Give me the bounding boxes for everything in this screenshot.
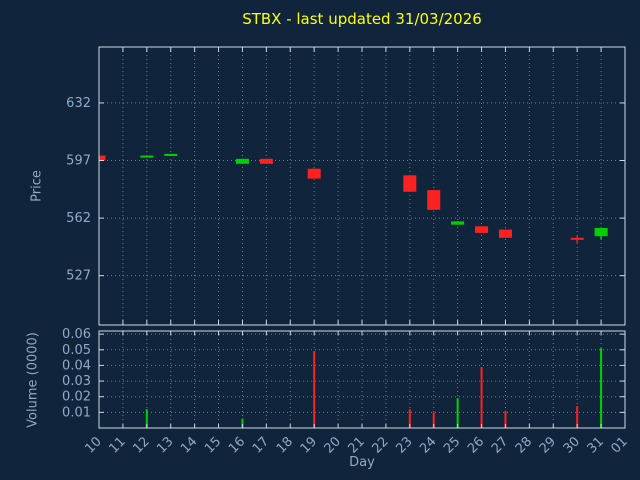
- x-tick-label: 16: [226, 434, 248, 456]
- panel-frames: [98, 46, 626, 429]
- volume-bar: [313, 351, 316, 428]
- x-tick-label: 30: [561, 434, 583, 456]
- price-tick-label: 527: [66, 269, 91, 284]
- candle: [235, 158, 249, 164]
- x-tick-label: 14: [178, 434, 200, 456]
- candle: [451, 221, 465, 225]
- volume-tick-labels: 0.010.020.030.040.050.06: [62, 327, 91, 420]
- volume-tick-label: 0.04: [62, 358, 91, 373]
- candle: [259, 158, 273, 164]
- volume-bar: [408, 409, 411, 428]
- candle-body: [140, 155, 154, 158]
- x-tick-label: 24: [417, 434, 439, 456]
- volume-tick-label: 0.03: [62, 374, 91, 389]
- candle: [475, 226, 489, 233]
- x-tick-label: 20: [322, 434, 344, 456]
- price-tick-label: 562: [66, 211, 91, 226]
- candle: [403, 175, 417, 192]
- x-tick-label: 10: [83, 434, 105, 456]
- candle-body: [259, 158, 273, 164]
- candle: [140, 155, 154, 158]
- candle-body: [498, 229, 512, 238]
- volume-bar: [600, 348, 603, 428]
- x-tick-label: 13: [154, 434, 176, 456]
- volume-bar: [241, 418, 244, 428]
- candle-body: [570, 237, 584, 240]
- volume-tick-label: 0.06: [62, 327, 91, 342]
- candle-body: [307, 168, 321, 179]
- volume-tick-label: 0.01: [62, 405, 91, 420]
- x-tick-label: 11: [106, 434, 128, 456]
- x-tick-label: 12: [130, 434, 152, 456]
- candle: [164, 153, 178, 156]
- x-tick-label: 26: [465, 434, 487, 456]
- volume-bar: [576, 406, 579, 428]
- x-tick-label: 31: [585, 434, 607, 456]
- volume-bar: [480, 366, 483, 428]
- candle: [594, 227, 608, 240]
- candle: [570, 236, 584, 243]
- candle-body: [451, 221, 465, 225]
- candle-body: [475, 226, 489, 233]
- price-tick-label: 597: [66, 154, 91, 169]
- x-tick-label: 19: [298, 434, 320, 456]
- candle: [427, 190, 441, 210]
- candle: [99, 155, 106, 161]
- x-tick-label: 25: [441, 434, 463, 456]
- price-candles: [99, 153, 608, 243]
- candle-body: [427, 190, 441, 210]
- candle-body: [235, 158, 249, 164]
- x-axis-label: Day: [349, 455, 375, 470]
- candle-body: [594, 227, 608, 237]
- volume-tick-label: 0.02: [62, 390, 91, 405]
- x-tick-label: 29: [537, 434, 559, 456]
- volume-bars: [145, 348, 603, 428]
- x-tick-label: 28: [513, 434, 535, 456]
- x-tick-label: 27: [489, 434, 511, 456]
- volume-tick-label: 0.05: [62, 343, 91, 358]
- x-tick-label: 22: [369, 434, 391, 456]
- x-tick-label: 01: [609, 434, 631, 456]
- candle: [498, 229, 512, 238]
- price-tick-labels: 527 562 597 632: [66, 96, 91, 284]
- tick-marks: [98, 47, 626, 428]
- x-tick-label: 23: [393, 434, 415, 456]
- candle-body: [99, 155, 106, 161]
- grid-lines: [98, 47, 626, 428]
- volume-bar: [145, 409, 148, 428]
- price-tick-label: 632: [66, 96, 91, 111]
- chart-title: STBX - last updated 31/03/2026: [242, 10, 482, 28]
- volume-bar: [432, 412, 435, 428]
- x-tick-label: 17: [250, 434, 272, 456]
- candle: [307, 168, 321, 179]
- candle-body: [164, 153, 178, 156]
- x-tick-labels: 10 11 12 13 14 15 16 17 18 19 20 21 22 23 24 25 26 27 28 29…: [83, 434, 631, 456]
- candle-body: [403, 175, 417, 192]
- x-tick-label: 15: [202, 434, 224, 456]
- volume-bar: [456, 398, 459, 428]
- volume-bar: [504, 410, 507, 428]
- x-tick-label: 21: [346, 434, 368, 456]
- x-tick-label: 18: [274, 434, 296, 456]
